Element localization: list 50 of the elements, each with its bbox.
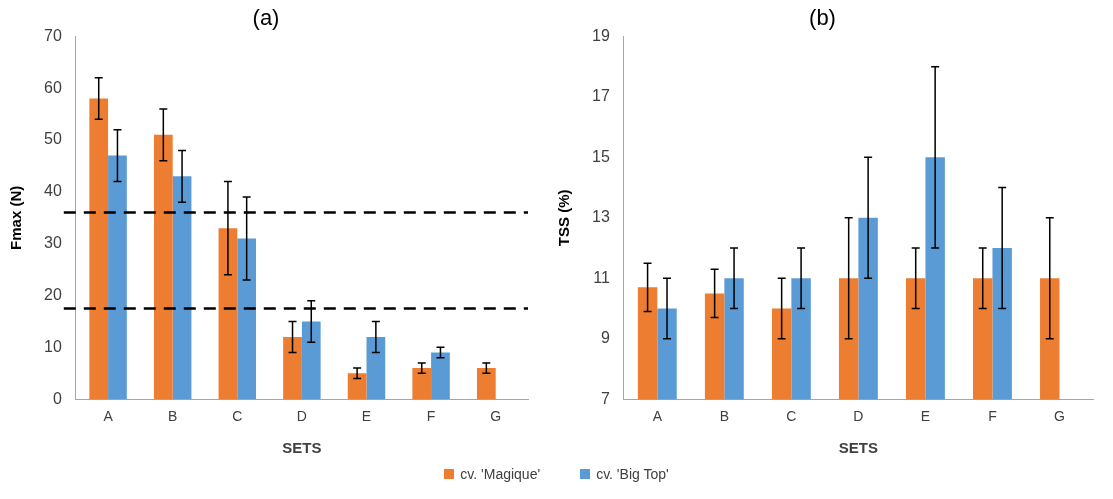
y-axis-title: TSS (%) — [555, 189, 573, 247]
bar — [153, 134, 173, 400]
bar — [89, 98, 109, 400]
x-tick-label: F — [988, 408, 997, 425]
y-tick-label: 70 — [44, 26, 62, 44]
y-tick-label: 0 — [52, 389, 62, 407]
x-tick-label: E — [361, 408, 372, 425]
x-axis-title: SETS — [282, 439, 322, 457]
x-tick-label: D — [296, 408, 307, 425]
x-tick-label: F — [426, 408, 436, 425]
bar — [237, 238, 257, 400]
chart-title: (b) — [809, 5, 836, 31]
y-tick-label: 40 — [44, 182, 62, 200]
bar — [108, 155, 127, 400]
legend-label: cv. 'Big Top' — [596, 466, 669, 482]
x-tick-label: G — [490, 408, 502, 425]
y-tick-label: 7 — [600, 389, 610, 407]
bar — [366, 337, 386, 400]
bar — [476, 368, 496, 400]
y-tick-label: 15 — [592, 147, 610, 165]
y-tick-label: 10 — [44, 337, 62, 355]
x-tick-label: A — [103, 408, 114, 425]
y-tick-label: 60 — [44, 78, 62, 96]
x-tick-label: C — [786, 408, 797, 425]
bar — [431, 352, 450, 400]
x-tick-label: E — [920, 408, 931, 425]
y-tick-label: 13 — [592, 208, 610, 226]
bar — [218, 228, 238, 400]
chart-title: (a) — [252, 5, 280, 31]
x-tick-label: C — [232, 408, 243, 425]
y-tick-label: 19 — [592, 26, 610, 44]
bar — [172, 176, 192, 400]
bar — [283, 337, 302, 400]
y-tick-label: 30 — [44, 234, 62, 252]
x-tick-label: B — [168, 408, 178, 425]
x-tick-label: B — [719, 408, 730, 425]
x-axis-title: SETS — [838, 439, 878, 457]
y-tick-label: 50 — [44, 130, 62, 148]
x-tick-label: G — [1054, 408, 1065, 425]
y-tick-label: 17 — [592, 87, 610, 105]
y-tick-label: 20 — [44, 285, 62, 303]
bar — [301, 321, 321, 400]
x-tick-label: A — [652, 408, 663, 425]
y-tick-label: 9 — [600, 329, 610, 347]
bar — [347, 373, 367, 400]
y-tick-label: 11 — [593, 268, 610, 286]
y-axis-title: Fmax (N) — [7, 185, 25, 250]
legend-label: cv. 'Magique' — [460, 466, 541, 482]
bar — [412, 368, 432, 400]
x-tick-label: D — [853, 408, 864, 425]
